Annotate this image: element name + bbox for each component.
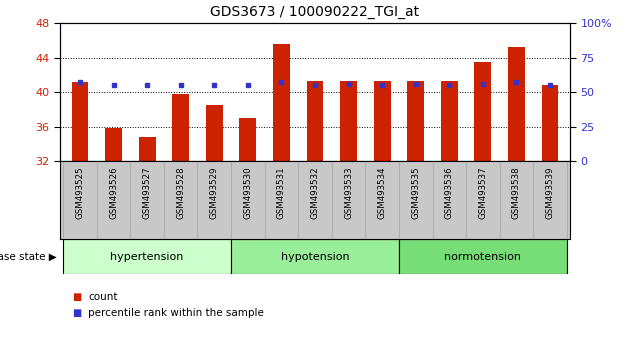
Text: percentile rank within the sample: percentile rank within the sample <box>88 308 264 318</box>
Text: GSM493533: GSM493533 <box>344 166 353 219</box>
FancyBboxPatch shape <box>399 239 567 274</box>
Bar <box>105 128 122 161</box>
Text: GSM493531: GSM493531 <box>277 166 286 219</box>
Text: GSM493525: GSM493525 <box>76 166 84 219</box>
Text: GSM493528: GSM493528 <box>176 166 185 219</box>
Bar <box>72 82 88 161</box>
Bar <box>508 47 525 161</box>
Bar <box>139 137 156 161</box>
Text: GSM493538: GSM493538 <box>512 166 521 219</box>
Text: GSM493526: GSM493526 <box>109 166 118 219</box>
Text: hypertension: hypertension <box>110 252 184 262</box>
Text: hypotension: hypotension <box>281 252 349 262</box>
Text: normotension: normotension <box>444 252 522 262</box>
Bar <box>408 81 424 161</box>
Bar <box>173 94 189 161</box>
Text: GSM493535: GSM493535 <box>411 166 420 219</box>
Text: GSM493527: GSM493527 <box>142 166 152 219</box>
Text: ■: ■ <box>72 292 82 302</box>
Bar <box>542 85 558 161</box>
Text: ■: ■ <box>72 308 82 318</box>
Bar <box>307 81 323 161</box>
Text: GSM493534: GSM493534 <box>377 166 387 219</box>
Text: GSM493532: GSM493532 <box>311 166 319 219</box>
Bar <box>441 81 457 161</box>
Bar <box>340 81 357 161</box>
Text: GSM493539: GSM493539 <box>546 166 554 219</box>
Bar <box>474 62 491 161</box>
Text: count: count <box>88 292 118 302</box>
FancyBboxPatch shape <box>63 239 231 274</box>
Text: GSM493536: GSM493536 <box>445 166 454 219</box>
Text: GSM493530: GSM493530 <box>243 166 253 219</box>
Bar <box>206 105 222 161</box>
FancyBboxPatch shape <box>231 239 399 274</box>
Bar <box>374 81 391 161</box>
Text: GSM493537: GSM493537 <box>478 166 488 219</box>
Text: GDS3673 / 100090222_TGI_at: GDS3673 / 100090222_TGI_at <box>210 5 420 19</box>
Text: disease state ▶: disease state ▶ <box>0 252 57 262</box>
Bar <box>273 44 290 161</box>
Text: GSM493529: GSM493529 <box>210 166 219 219</box>
Bar <box>239 118 256 161</box>
